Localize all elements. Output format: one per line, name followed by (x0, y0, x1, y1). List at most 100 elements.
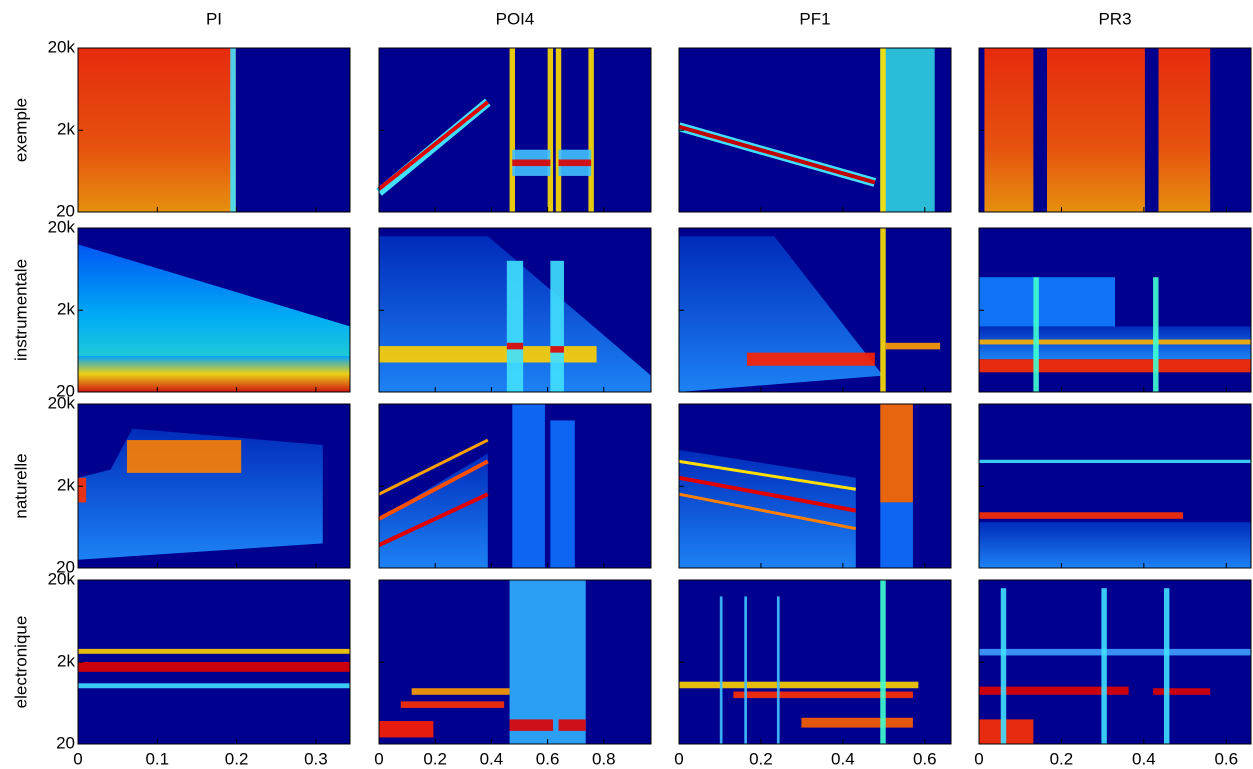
spectrogram-region (880, 404, 913, 503)
spectrogram-region (126, 440, 242, 473)
spectrogram-region (78, 662, 350, 672)
spectrogram-region (776, 596, 780, 744)
spectrogram-region (558, 719, 586, 731)
x-tick-label: 0.4 (480, 749, 504, 768)
spectrogram-ridge (678, 459, 857, 491)
y-tick-label: 20 (56, 733, 75, 752)
spectrogram-region (1153, 688, 1211, 695)
spectrogram-region (1047, 48, 1145, 212)
spectrogram-region (880, 228, 886, 392)
column-title: POI4 (496, 9, 535, 28)
spectrogram-region (1033, 277, 1039, 392)
x-tick-label: 0.1 (145, 749, 169, 768)
spectrogram-region (78, 355, 350, 392)
column-title: PI (206, 9, 222, 28)
spectrogram-region (733, 691, 913, 699)
row-label: electronique (11, 616, 30, 709)
y-tick-label: 20k (48, 217, 76, 236)
spectrogram-region (719, 596, 723, 744)
spectrogram-panel (678, 227, 952, 393)
panel-background (979, 580, 1251, 744)
spectrogram-region (984, 48, 1034, 212)
spectrogram-panel (77, 227, 351, 393)
spectrogram-region (550, 260, 564, 392)
y-tick-label: 20k (48, 37, 76, 56)
spectrogram-panel (978, 579, 1252, 745)
spectrogram-region (547, 48, 554, 212)
row-label: naturelle (11, 453, 30, 518)
y-tick-label: 20k (48, 569, 76, 588)
x-tick-label: 0.2 (749, 749, 773, 768)
spectrogram-region (679, 449, 856, 568)
spectrogram-region (880, 502, 913, 568)
spectrogram-panel (978, 403, 1252, 569)
spectrogram-region (78, 48, 236, 212)
spectrogram-ridge (678, 124, 876, 185)
spectrogram-region (747, 352, 875, 366)
spectrogram-region (679, 681, 919, 689)
spectrogram-panel (978, 227, 1252, 393)
x-tick-label: 0 (374, 749, 383, 768)
spectrogram-region (979, 459, 1251, 464)
spectrogram-region (880, 580, 886, 744)
y-tick-label: 20k (48, 393, 76, 412)
y-tick-label: 2k (57, 120, 75, 139)
spectrogram-region (801, 717, 913, 728)
spectrogram-region (744, 596, 747, 744)
row-label: exemple (11, 98, 30, 162)
spectrogram-ridge (678, 475, 857, 513)
spectrogram-region (509, 719, 554, 731)
y-tick-label: 2k (57, 300, 75, 319)
spectrogram-region (1101, 588, 1107, 744)
spectrogram-region (509, 48, 515, 212)
spectrogram-ridge (377, 100, 490, 191)
y-tick-label: 20 (56, 201, 75, 220)
spectrogram-region (1163, 588, 1170, 744)
x-tick-label: 0.6 (1214, 749, 1238, 768)
x-tick-label: 0.4 (1132, 749, 1156, 768)
spectrogram-region (550, 420, 575, 568)
column-title: PF1 (799, 9, 830, 28)
spectrogram-region (885, 342, 941, 350)
spectrogram-region (400, 701, 505, 708)
spectrogram-region (880, 48, 886, 212)
spectrogram-panel (978, 47, 1252, 213)
spectrogram-region (979, 339, 1251, 345)
spectrogram-region (379, 453, 488, 568)
spectrogram-region (512, 404, 545, 568)
y-tick-label: 2k (57, 652, 75, 671)
spectrogram-region (1000, 588, 1007, 744)
column-title: PR3 (1098, 9, 1131, 28)
x-tick-label: 0.4 (831, 749, 855, 768)
spectrogram-region (78, 648, 350, 654)
spectrogram-ridge (378, 492, 489, 547)
spectrogram-ridge (678, 492, 857, 531)
spectrogram-panel (376, 47, 652, 213)
spectrogram-panel (378, 579, 652, 745)
spectrogram-region (555, 48, 562, 212)
spectrogram-panel (678, 579, 952, 745)
spectrogram-ridge (378, 438, 489, 496)
panel-background (679, 580, 951, 744)
spectrogram-region (1153, 277, 1159, 392)
y-tick-label: 20 (56, 557, 75, 576)
x-tick-label: 0 (73, 749, 82, 768)
x-tick-label: 0.2 (423, 749, 447, 768)
spectrogram-region (558, 159, 592, 167)
x-tick-label: 0 (674, 749, 683, 768)
spectrogram-region (506, 260, 524, 392)
spectrogram-ridge (378, 459, 489, 521)
spectrogram-region (379, 721, 434, 738)
y-tick-label: 2k (57, 476, 75, 495)
x-tick-label: 0.2 (225, 749, 249, 768)
spectrogram-panel (77, 579, 351, 745)
y-tick-label: 20 (56, 381, 75, 400)
row-label: instrumentale (11, 259, 30, 361)
spectrogram-panel (77, 403, 351, 569)
spectrogram-region (379, 346, 597, 363)
spectrogram-region (550, 346, 564, 353)
spectrogram-region (506, 342, 524, 350)
spectrogram-region (979, 277, 1115, 327)
